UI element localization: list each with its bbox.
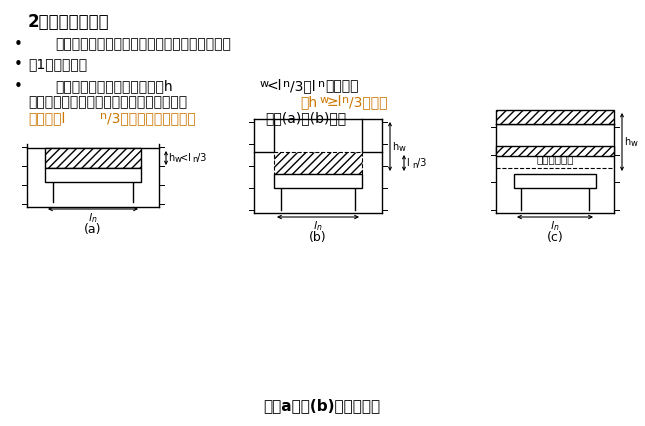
Text: h: h: [392, 141, 398, 151]
Bar: [514, 175, 596, 189]
Text: w: w: [631, 139, 638, 148]
Bar: [45, 169, 141, 183]
Text: $l_n$: $l_n$: [550, 219, 560, 232]
Text: n: n: [318, 79, 325, 89]
Text: 图（a）、(b)墙体荷载；: 图（a）、(b)墙体荷载；: [263, 397, 381, 412]
Text: 过梁上的荷载一般包括墙体荷载和梁、板荷载。: 过梁上的荷载一般包括墙体荷载和梁、板荷载。: [55, 37, 231, 51]
Text: 当h: 当h: [300, 95, 317, 109]
Text: (a): (a): [84, 222, 102, 236]
Text: （1）墙体荷载: （1）墙体荷载: [28, 57, 87, 71]
Text: $l_n$: $l_n$: [88, 210, 98, 224]
Text: <l: <l: [180, 153, 191, 163]
Text: ≥l: ≥l: [327, 95, 342, 109]
Text: w: w: [175, 155, 182, 164]
Text: •: •: [14, 37, 23, 52]
Text: /3: /3: [197, 153, 206, 163]
Text: /3墙体的均布自重采用: /3墙体的均布自重采用: [107, 111, 195, 125]
Text: /3: /3: [417, 158, 426, 167]
Text: $l_n$: $l_n$: [313, 219, 322, 232]
Text: •: •: [14, 57, 23, 72]
Bar: [274, 153, 362, 175]
Bar: [496, 147, 614, 157]
Text: n: n: [100, 111, 107, 121]
Text: •: •: [14, 79, 23, 94]
Text: <l: <l: [267, 79, 283, 93]
Text: n: n: [342, 95, 349, 105]
Text: h: h: [624, 137, 630, 147]
Text: n: n: [412, 160, 417, 169]
Text: 此荷载要考虑: 此荷载要考虑: [536, 154, 574, 164]
Text: (b): (b): [309, 230, 327, 243]
Text: (c): (c): [546, 230, 563, 243]
Bar: [274, 175, 362, 189]
Text: l: l: [406, 158, 409, 167]
Text: /3时，应: /3时，应: [349, 95, 388, 109]
Text: /3（l: /3（l: [290, 79, 315, 93]
Text: n: n: [192, 155, 197, 164]
Bar: [496, 111, 614, 125]
Text: w: w: [399, 144, 406, 153]
Text: w: w: [260, 79, 269, 89]
Text: w: w: [320, 95, 329, 105]
Text: h: h: [168, 153, 174, 163]
Text: 按高度为l: 按高度为l: [28, 111, 65, 125]
Text: n: n: [283, 79, 290, 89]
Text: 对砌体，当过梁上的墙体高度h: 对砌体，当过梁上的墙体高度h: [55, 79, 173, 93]
Text: （图(a)、(b)）。: （图(a)、(b)）。: [265, 111, 346, 125]
Text: 为过梁的: 为过梁的: [325, 79, 359, 93]
Text: 2、过梁上的荷载: 2、过梁上的荷载: [28, 13, 110, 31]
Text: 净跨）时，应按全部墙体的均布自重采用；: 净跨）时，应按全部墙体的均布自重采用；: [28, 95, 187, 109]
Bar: [45, 149, 141, 169]
